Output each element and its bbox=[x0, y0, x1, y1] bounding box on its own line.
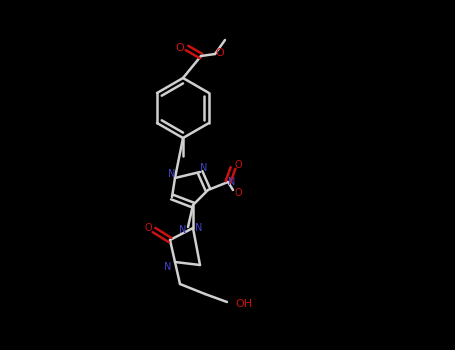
Text: N: N bbox=[200, 163, 207, 173]
Text: N: N bbox=[195, 223, 202, 233]
Text: O: O bbox=[234, 188, 242, 198]
Text: N: N bbox=[164, 262, 172, 272]
Text: O: O bbox=[144, 223, 152, 233]
Text: O: O bbox=[234, 160, 242, 170]
Text: OH: OH bbox=[235, 299, 252, 309]
Text: O: O bbox=[176, 43, 184, 53]
Text: O: O bbox=[216, 48, 224, 58]
Text: N: N bbox=[179, 225, 187, 235]
Text: N: N bbox=[228, 177, 236, 187]
Text: N: N bbox=[168, 169, 176, 179]
